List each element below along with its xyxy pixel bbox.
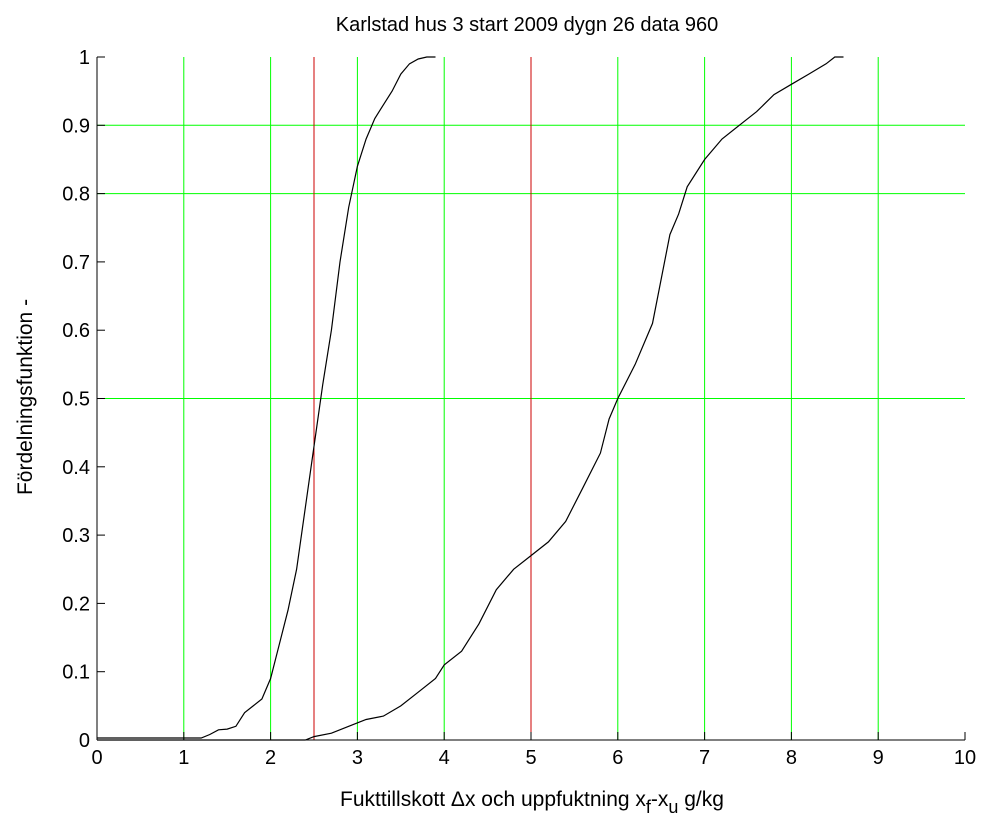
x-tick-label: 5 [525, 747, 536, 769]
y-tick-label: 0.5 [62, 389, 90, 411]
x-axis-label-part2: x och uppfuktning x [465, 788, 646, 811]
series-line-1 [97, 56, 436, 739]
chart-title: Karlstad hus 3 start 2009 dygn 26 data 9… [336, 14, 719, 36]
axis-layer: 0 1 2 3 4 5 6 7 8 9 10 0 0.1 0.2 0.3 0.4 0.5 0.6 0.7 0.8 0.9… [62, 47, 976, 769]
y-tick-label: 0 [79, 730, 90, 752]
x-tick-label: 1 [178, 747, 189, 769]
series-line-2 [97, 56, 844, 741]
x-tick-label: 10 [954, 747, 976, 769]
y-tick-label: 0.3 [62, 525, 90, 547]
x-axis-label-sub-f: f [646, 797, 652, 817]
x-tick-label: 9 [873, 747, 884, 769]
x-axis-label-sub-u: u [668, 797, 678, 817]
x-axis-label: Fukttillskott Δx och uppfuktning xf-xu g… [340, 788, 724, 817]
y-axis-label: Fördelningsfunktion - [14, 299, 37, 495]
y-tick-label: 0.1 [62, 662, 90, 684]
y-tick-label: 0.4 [62, 457, 90, 479]
y-tick-label: 0.8 [62, 184, 90, 206]
y-tick-label: 0.2 [62, 593, 90, 615]
x-tick-label: 7 [699, 747, 710, 769]
y-tick-label: 0.9 [62, 115, 90, 137]
x-tick-label: 0 [91, 747, 102, 769]
x-axis-label-dash: -x [651, 788, 669, 811]
x-tick-label: 2 [265, 747, 276, 769]
y-tick-label: 0.7 [62, 252, 90, 274]
x-tick-label: 3 [352, 747, 363, 769]
curve-layer [97, 56, 844, 741]
x-tick-label: 4 [439, 747, 450, 769]
y-tick-label: 0.6 [62, 320, 90, 342]
y-tick-label: 1 [79, 47, 90, 69]
x-tick-label: 8 [786, 747, 797, 769]
x-axis-label-unit: g/kg [678, 788, 724, 811]
x-axis-label-part1: Fukttillskott [340, 788, 451, 811]
x-axis-label-delta: Δ [451, 788, 465, 811]
x-tick-label: 6 [612, 747, 623, 769]
